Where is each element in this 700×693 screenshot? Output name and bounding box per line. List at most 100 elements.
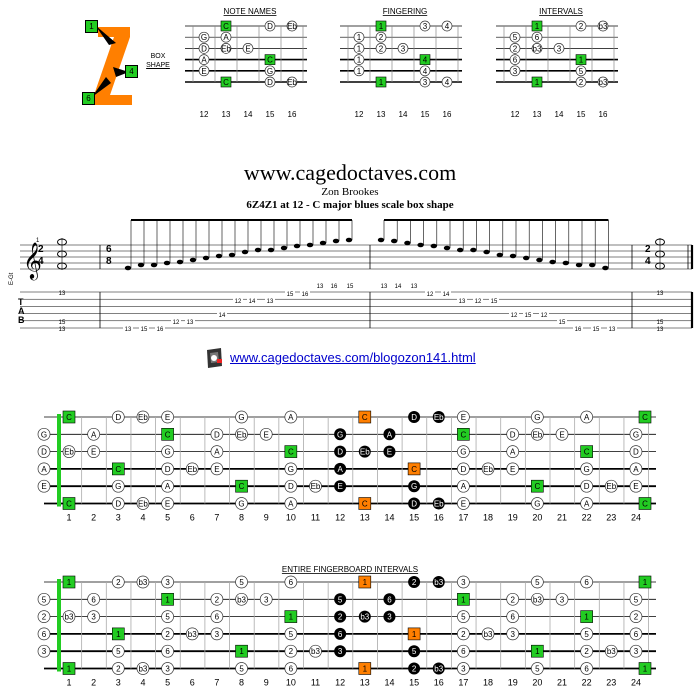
board-marker (580, 462, 594, 476)
board-marker (629, 479, 643, 493)
mini-marker (220, 20, 232, 32)
board-marker (530, 592, 544, 606)
board-marker-label: Eb (138, 500, 148, 509)
note-head (189, 257, 197, 263)
note-head (523, 255, 530, 261)
board-marker-label: G (115, 482, 121, 491)
board-marker (408, 411, 421, 423)
board-marker (62, 410, 76, 424)
board-marker (408, 662, 421, 675)
board-marker (358, 445, 371, 458)
mini-marker-label: 2 (579, 78, 584, 87)
mini-fret-number: 15 (266, 110, 275, 119)
board-marker-label: 1 (461, 595, 466, 604)
board-marker-label: 1 (643, 578, 648, 587)
mini-marker-label: E (245, 44, 250, 53)
board-fret-number: 11 (311, 513, 320, 523)
board-marker-label: G (460, 448, 466, 457)
board-marker-label: 5 (338, 595, 343, 604)
board-marker (111, 497, 125, 510)
board-marker (629, 592, 643, 606)
board-fret-number: 22 (582, 513, 592, 523)
mini-marker-label: E (201, 67, 206, 76)
mini-marker (597, 20, 609, 32)
board-marker (530, 662, 544, 675)
board-fret-number: 7 (214, 678, 219, 688)
mini-marker-label: 2 (579, 22, 584, 31)
board-marker-label: b3 (360, 613, 369, 622)
board-marker-label: 2 (634, 613, 639, 622)
board-marker-label: A (165, 482, 171, 491)
mini-marker (264, 65, 276, 77)
board-marker (383, 445, 396, 458)
board-marker-label: 5 (239, 578, 244, 587)
mini-marker (353, 65, 365, 77)
board-marker-label: 1 (165, 595, 170, 604)
mini-fret-number: 13 (222, 110, 231, 119)
chord-note (655, 262, 665, 270)
board-fret-number: 15 (409, 513, 419, 523)
board-marker-label: G (238, 413, 244, 422)
board-marker (284, 410, 298, 424)
mini-marker-label: 3 (513, 67, 518, 76)
board-marker-label: 2 (116, 578, 121, 587)
blog-link[interactable]: www.cagedoctaves.com/blogozon141.html (230, 350, 476, 365)
tab-number: 15 (59, 320, 66, 326)
board-marker (383, 610, 396, 623)
board-marker (432, 662, 445, 675)
board-marker (185, 462, 199, 476)
board-marker-label: D (584, 482, 590, 491)
board-marker-label: 3 (634, 647, 639, 656)
note-head (215, 253, 223, 259)
open-string-marker-label: E (41, 482, 46, 491)
board-marker (161, 445, 174, 458)
mini-marker-label: 3 (557, 44, 562, 53)
board-marker-label: 5 (412, 647, 417, 656)
board-marker-label: 5 (289, 630, 294, 639)
board-marker (580, 410, 594, 424)
board-marker (210, 445, 224, 458)
board-fret-number: 20 (532, 513, 542, 523)
board-marker-label: 1 (535, 647, 540, 656)
board-marker (210, 627, 224, 641)
board-marker-label: G (238, 500, 244, 509)
board-marker-label: 6 (634, 630, 639, 639)
board-marker-label: 2 (461, 630, 466, 639)
note-head (430, 243, 437, 249)
note-head (124, 265, 132, 271)
board-marker (235, 479, 248, 493)
tuning-label: E-Gt (9, 272, 15, 285)
board-fret-number: 22 (582, 678, 592, 688)
board-marker (457, 497, 470, 510)
mini-marker (220, 76, 232, 88)
mini-marker-label: C (223, 22, 229, 31)
board-marker (580, 575, 594, 589)
board-marker (457, 575, 470, 589)
tab-number: 13 (459, 299, 466, 305)
board-marker-label: 1 (239, 647, 244, 656)
tab-number-bg (557, 319, 567, 325)
mini-marker-label: 1 (535, 22, 540, 31)
board-marker (185, 627, 199, 641)
mini-marker-label: 3 (401, 44, 406, 53)
chord-note (57, 262, 67, 270)
tab-number: 12 (427, 292, 434, 298)
board-marker (580, 479, 594, 493)
mini-marker (509, 43, 521, 54)
board-marker (555, 427, 569, 441)
board-marker-label: 3 (560, 595, 565, 604)
board-fret-number: 2 (91, 513, 96, 523)
mini-fret-number: 14 (555, 110, 564, 119)
board-marker-label: D (633, 448, 639, 457)
board-marker (111, 575, 125, 589)
board-marker-label: G (584, 465, 590, 474)
board-marker (87, 427, 101, 441)
open-string-marker (37, 627, 51, 641)
board-marker-label: E (510, 465, 515, 474)
tab-number-bg (247, 298, 257, 304)
note-head (549, 259, 556, 265)
mini-marker-label: 4 (445, 22, 450, 31)
board-fret-number: 5 (165, 513, 170, 523)
board-marker (432, 576, 445, 588)
tab-number: 15 (525, 313, 532, 319)
